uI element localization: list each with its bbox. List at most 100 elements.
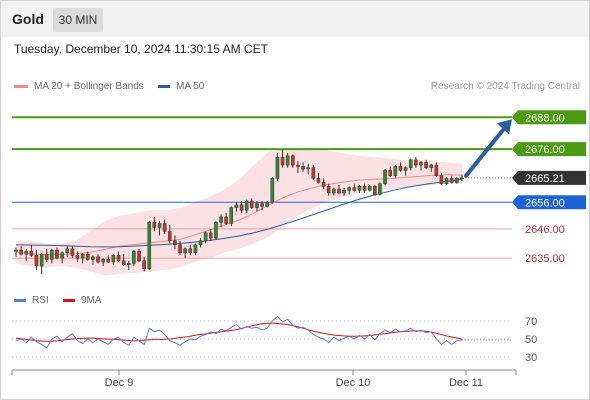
- candle-body: [50, 249, 54, 260]
- candle-body: [321, 182, 326, 187]
- candle-body: [162, 223, 167, 232]
- level-label-2656.00: 2656.00: [512, 195, 586, 210]
- level-label-2688.00: 2688.00: [512, 110, 586, 125]
- candle-body: [173, 240, 177, 246]
- candle: [408, 158, 413, 171]
- candle-body: [403, 167, 408, 171]
- candle: [378, 182, 382, 196]
- forecast-arrow-head: [497, 119, 512, 135]
- legend-label-ma50: MA 50: [176, 81, 205, 92]
- candle: [249, 198, 254, 209]
- candle: [193, 243, 198, 256]
- candle: [137, 248, 141, 263]
- candle: [188, 244, 193, 256]
- candle: [214, 220, 218, 240]
- legend-rsi: RSI: [14, 295, 49, 306]
- candle-body: [285, 155, 290, 166]
- candle: [178, 240, 182, 256]
- research-credit: Research © 2024 Trading Central: [430, 81, 580, 92]
- candle-body: [398, 166, 403, 171]
- level-value-text: 2688.00: [525, 112, 565, 124]
- legend-label-9ma: 9MA: [81, 295, 102, 306]
- bollinger-band-fill: [16, 147, 462, 276]
- candle-body: [101, 259, 105, 263]
- candle: [34, 250, 39, 271]
- legend-swatch-ma50: [158, 84, 170, 88]
- candle-body: [198, 240, 203, 246]
- candle-body: [326, 186, 331, 194]
- candle: [352, 183, 357, 192]
- candle-body: [434, 164, 439, 176]
- forecast-arrow-shaft: [464, 124, 508, 178]
- candle: [332, 187, 336, 196]
- time-axis-label: Dec 11: [449, 377, 483, 389]
- candle: [121, 254, 126, 267]
- candle: [301, 162, 305, 172]
- candle-body: [265, 202, 269, 207]
- candle: [50, 248, 54, 264]
- level-tag: [512, 142, 586, 157]
- level-value-text: 2676.00: [525, 144, 565, 156]
- rsi-9ma-line: [15, 322, 463, 342]
- candle-body: [424, 162, 428, 168]
- legend-9ma: 9MA: [63, 295, 102, 306]
- candle-body: [132, 251, 136, 264]
- candle: [70, 246, 75, 259]
- candle: [403, 166, 408, 176]
- candle: [65, 246, 70, 257]
- level-label-2635.00: 2635.00: [525, 253, 565, 265]
- candle: [106, 255, 111, 264]
- candle-body: [214, 221, 218, 239]
- candle-body: [378, 183, 382, 195]
- candle: [285, 153, 290, 168]
- level-value-text: 2635.00: [525, 253, 565, 265]
- legend-swatch-rsi: [14, 298, 26, 302]
- candle-body: [255, 203, 259, 208]
- candle-body: [306, 167, 310, 170]
- candle: [280, 149, 285, 168]
- candle: [388, 166, 393, 178]
- candle: [219, 214, 223, 228]
- candle-body: [419, 162, 423, 166]
- candle-body: [316, 178, 321, 183]
- candle: [424, 159, 428, 170]
- candle-body: [126, 263, 131, 265]
- candle-body: [224, 216, 228, 224]
- candle: [367, 185, 372, 192]
- candle-body: [291, 155, 295, 166]
- candle-body: [75, 255, 80, 259]
- candle: [291, 154, 295, 168]
- candle-body: [147, 221, 152, 269]
- candle: [357, 185, 362, 193]
- candle: [208, 228, 213, 241]
- candle-body: [408, 159, 413, 169]
- candle-body: [362, 186, 367, 191]
- candle-body: [270, 178, 275, 203]
- candle-body: [296, 164, 300, 167]
- candle: [142, 256, 146, 272]
- candle-body: [393, 166, 398, 176]
- candle-body: [188, 248, 193, 254]
- candle-body: [183, 248, 187, 254]
- candle: [167, 224, 172, 244]
- level-tag: [512, 170, 586, 185]
- candle: [203, 231, 208, 244]
- candle: [393, 165, 398, 179]
- candle: [19, 246, 23, 256]
- candle: [173, 235, 177, 249]
- candle-body: [414, 159, 418, 166]
- candle: [85, 251, 90, 261]
- candle: [316, 173, 321, 184]
- candle-body: [39, 253, 44, 267]
- candle: [229, 206, 234, 227]
- candle: [44, 248, 49, 263]
- candle: [326, 183, 331, 196]
- candle-body: [14, 249, 18, 252]
- candle-body: [121, 260, 126, 265]
- candle-body: [137, 251, 141, 261]
- candle: [455, 177, 459, 184]
- timeframe-button[interactable]: 30 MIN: [53, 8, 103, 32]
- candle: [429, 163, 434, 172]
- legend-label-ma20: MA 20 + Bollinger Bands: [34, 81, 144, 92]
